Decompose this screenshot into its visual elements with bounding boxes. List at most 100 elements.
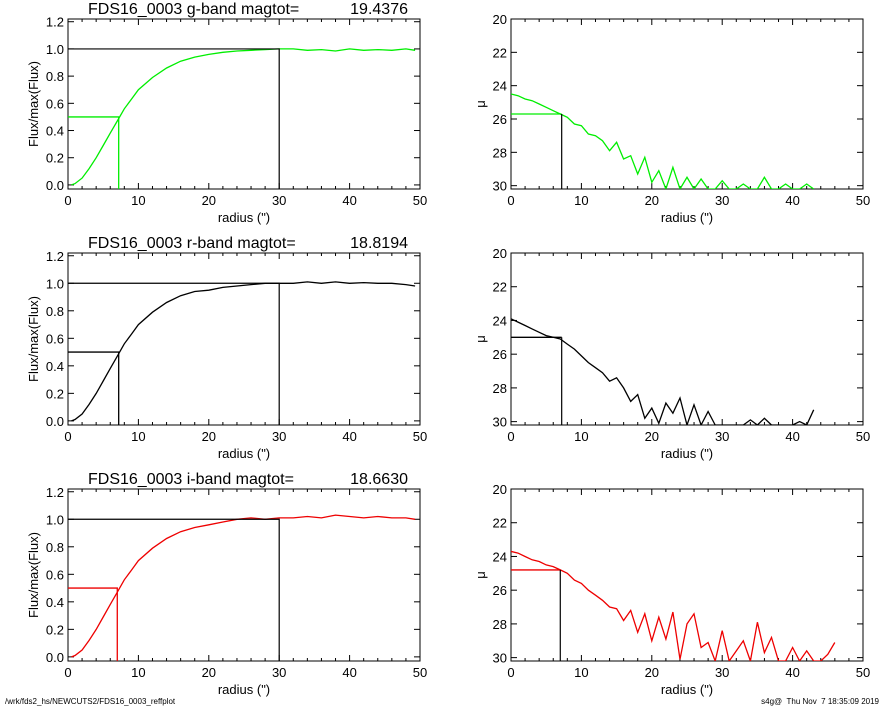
y-tick-label: 30: [493, 179, 507, 194]
data-point: [672, 413, 673, 414]
data-point: [623, 620, 624, 621]
x-tick-label: 20: [202, 193, 216, 208]
x-tick-label: 30: [272, 429, 286, 444]
data-point: [71, 184, 72, 185]
data-point: [658, 617, 659, 618]
data-point: [152, 77, 153, 78]
data-point: [715, 424, 716, 425]
data-point: [363, 282, 364, 283]
data-point: [510, 551, 511, 552]
data-point: [391, 517, 392, 518]
data-point: [743, 424, 744, 425]
data-point: [124, 579, 125, 580]
chart-title-value: 18.6630: [350, 471, 408, 488]
data-point: [293, 517, 294, 518]
plot-frame: [67, 252, 421, 426]
data-point: [363, 50, 364, 51]
y-axis-label: Flux/max(Flux): [26, 61, 41, 147]
data-point: [785, 424, 786, 425]
data-point: [722, 424, 723, 425]
x-tick-label: 0: [64, 665, 71, 680]
data-point: [89, 640, 90, 641]
panel-i-growth-curve: 0 10 20 30 40 50 0.0 0.2 0.4 0.6 0.8 1.0 1.2 radius (…: [26, 471, 427, 697]
x-tick-label: 0: [64, 429, 71, 444]
chart-title: FDS16_0003 r-band magtot=: [88, 235, 296, 252]
data-point: [616, 142, 617, 143]
data-point: [71, 656, 72, 657]
data-point: [581, 125, 582, 126]
chart-title: FDS16_0003 i-band magtot=: [88, 471, 294, 488]
x-tick-label: 20: [645, 429, 659, 444]
data-point: [665, 639, 666, 640]
y-tick-label: 24: [493, 79, 507, 94]
data-point: [581, 355, 582, 356]
x-tick-label: 0: [507, 665, 514, 680]
data-point: [208, 290, 209, 291]
x-tick-label: 10: [574, 665, 588, 680]
y-tick-label: 0.8: [46, 304, 64, 319]
data-point: [96, 629, 97, 630]
y-axis-label: Flux/max(Flux): [26, 296, 41, 382]
data-point: [806, 183, 807, 184]
plot-frame: [67, 18, 421, 190]
data-point: [701, 178, 702, 179]
data-point: [82, 178, 83, 179]
x-axis-label: radius ("): [218, 682, 270, 697]
data-point: [222, 52, 223, 53]
data-point: [644, 157, 645, 158]
data-point: [672, 612, 673, 613]
data-point: [250, 284, 251, 285]
x-tick-label: 10: [574, 193, 588, 208]
x-tick-label: 50: [413, 429, 427, 444]
data-point: [567, 344, 568, 345]
footer-path: /wrk/fds2_hs/NEWCUTS2/FDS16_0003_reffplo…: [5, 697, 176, 706]
data-point: [595, 367, 596, 368]
data-point: [771, 188, 772, 189]
x-tick-label: 30: [272, 193, 286, 208]
data-point: [616, 608, 617, 609]
data-point: [757, 622, 758, 623]
data-point: [539, 561, 540, 562]
data-point: [701, 424, 702, 425]
data-point: [103, 380, 104, 381]
series-line: [71, 48, 416, 186]
data-point: [630, 155, 631, 156]
data-point: [74, 419, 75, 420]
y-tick-label: 20: [493, 482, 507, 497]
data-point: [644, 613, 645, 614]
data-point: [588, 133, 589, 134]
x-tick-label: 20: [645, 665, 659, 680]
y-tick-label: 1.0: [46, 276, 64, 291]
x-tick-label: 30: [715, 193, 729, 208]
x-axis-label: radius ("): [218, 210, 270, 225]
data-point: [792, 424, 793, 425]
data-point: [827, 654, 828, 655]
data-point: [180, 531, 181, 532]
data-point: [131, 99, 132, 100]
data-point: [510, 318, 511, 319]
data-point: [180, 295, 181, 296]
data-point: [510, 93, 511, 94]
data-point: [138, 560, 139, 561]
data-point: [307, 516, 308, 517]
x-tick-label: 0: [507, 429, 514, 444]
y-tick-label: 0.2: [46, 151, 64, 166]
y-tick-label: 0.6: [46, 567, 64, 582]
data-point: [771, 637, 772, 638]
plot-frame: [67, 488, 421, 662]
data-point: [117, 120, 118, 121]
series-line: [71, 514, 416, 658]
y-tick-label: 28: [493, 381, 507, 396]
half-light-marker: [68, 587, 118, 661]
y-tick-label: 0.0: [46, 414, 64, 429]
data-point: [560, 338, 561, 339]
data-point: [595, 595, 596, 596]
y-tick-label: 1.0: [46, 512, 64, 527]
y-tick-label: 1.2: [46, 15, 64, 30]
data-point: [679, 397, 680, 398]
data-point: [736, 424, 737, 425]
y-tick-label: 20: [493, 246, 507, 261]
y-tick-label: 30: [493, 651, 507, 666]
data-point: [686, 623, 687, 624]
